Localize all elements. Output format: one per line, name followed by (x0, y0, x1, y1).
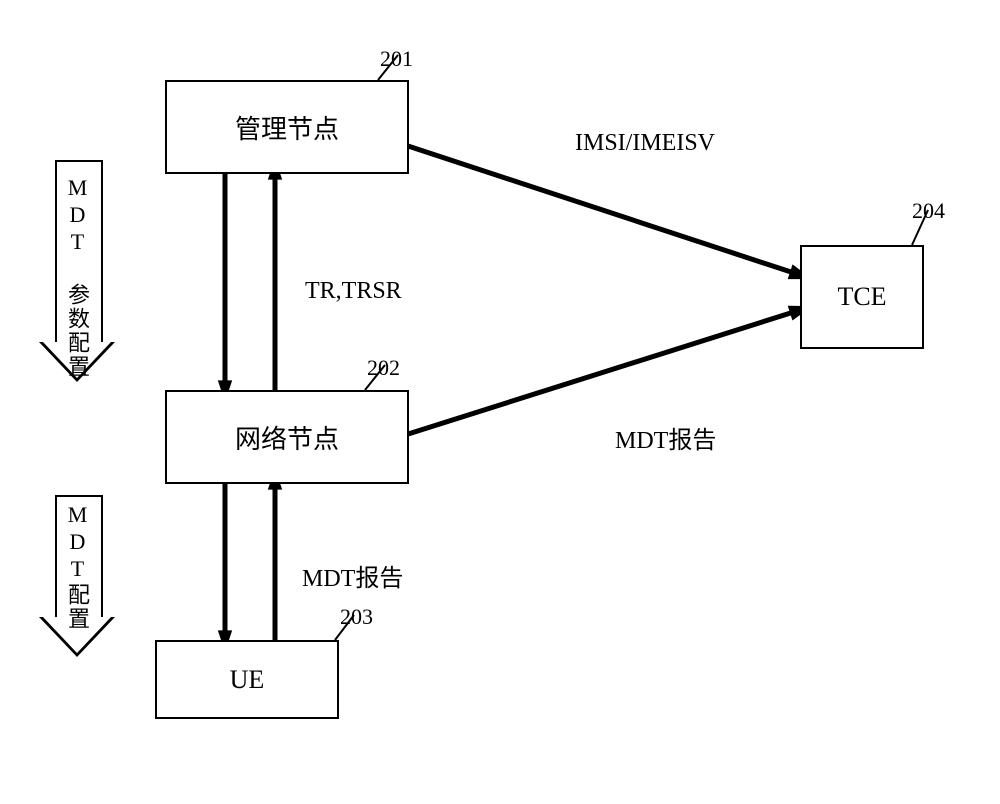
node-net-label: 网络节点 (235, 419, 339, 456)
node-tce: TCE (800, 245, 924, 349)
label-mdt-report-tce: MDT报告 (615, 420, 716, 455)
ref-mgmt: 201 (380, 46, 413, 72)
diagram-stage: 管理节点 201 网络节点 202 UE 203 TCE 204 TR,TRSR… (0, 0, 1000, 804)
label-mdt-report-ue: MDT报告 (302, 558, 403, 593)
label-tr-trsr: TR,TRSR (305, 278, 402, 305)
node-net: 网络节点 (165, 390, 409, 484)
side-arrow-bot-label: MDT配置 (61, 502, 93, 631)
node-ue-label: UE (230, 665, 265, 695)
connections-layer (0, 0, 1000, 804)
label-imsi: IMSI/IMEISV (575, 130, 715, 157)
node-ue: UE (155, 640, 339, 719)
ref-net: 202 (367, 355, 400, 381)
ref-ue: 203 (340, 604, 373, 630)
node-tce-label: TCE (837, 282, 886, 312)
side-arrow-top-label: MDT 参数配置 (61, 175, 93, 379)
node-mgmt: 管理节点 (165, 80, 409, 174)
node-mgmt-label: 管理节点 (235, 109, 339, 146)
ref-tce: 204 (912, 198, 945, 224)
